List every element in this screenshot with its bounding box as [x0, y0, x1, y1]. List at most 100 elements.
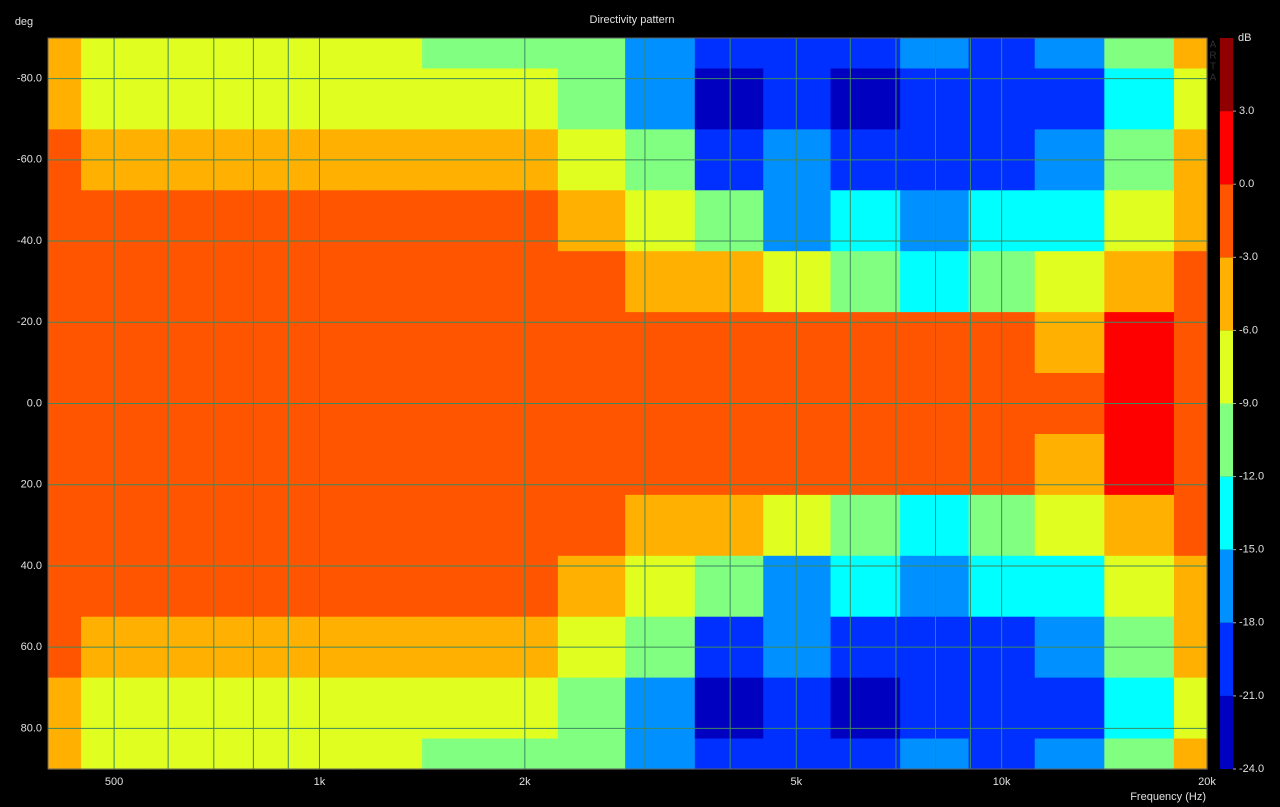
heat-cell [763, 312, 832, 374]
heat-cell [422, 190, 493, 252]
heat-cell [694, 251, 764, 313]
heat-cell [625, 555, 696, 618]
heat-cell [625, 38, 696, 70]
colorbar-tick-label: -3.0 [1239, 251, 1258, 263]
heat-cell [148, 494, 219, 557]
heat-cell [217, 190, 288, 252]
heat-cell [625, 251, 696, 313]
heat-cell [1173, 677, 1208, 740]
heat-cell [763, 738, 832, 770]
colorbar-band [1220, 695, 1233, 769]
heat-cell [830, 677, 901, 740]
heat-cell [352, 555, 423, 618]
heat-cell [830, 190, 901, 252]
heat-cell [694, 68, 764, 130]
y-tick-label: 60.0 [21, 641, 42, 653]
heat-cell [352, 38, 423, 70]
heat-cell [830, 68, 901, 130]
heat-cell [900, 677, 970, 740]
heat-cell [1173, 555, 1208, 618]
heat-cell [422, 38, 493, 70]
heat-cell [81, 190, 149, 252]
heat-cell [830, 251, 901, 313]
heat-cell [1173, 190, 1208, 252]
heat-cell [217, 312, 288, 374]
x-axis-label: Frequency (Hz) [1130, 791, 1206, 803]
colorbar-band [1220, 476, 1233, 550]
heat-cell [148, 190, 219, 252]
heat-cell [694, 312, 764, 374]
colorbar-band [1220, 549, 1233, 623]
heat-cell [900, 38, 970, 70]
heat-cell [48, 68, 82, 130]
heat-cell [217, 38, 288, 70]
heat-cell [81, 312, 149, 374]
heat-cell [694, 38, 764, 70]
heat-cell [1034, 433, 1105, 496]
heat-cell [557, 312, 626, 374]
heat-cell [1173, 738, 1208, 770]
heat-cell [1034, 494, 1105, 557]
heat-cell [48, 190, 82, 252]
heat-cell [352, 190, 423, 252]
heat-cell [1034, 738, 1105, 770]
heat-cell [217, 494, 288, 557]
colorbar-band [1220, 257, 1233, 331]
colorbar-label: dB [1238, 32, 1251, 44]
heat-cell [81, 555, 149, 618]
heat-cell [148, 251, 219, 313]
heat-cell [625, 190, 696, 252]
heat-cell [1034, 38, 1105, 70]
heat-cell [557, 190, 626, 252]
heat-cell [557, 433, 626, 496]
heat-cell [1104, 433, 1175, 496]
heat-cell [217, 555, 288, 618]
colorbar-tick-label: -18.0 [1239, 617, 1264, 629]
heat-cell [1173, 38, 1208, 70]
heat-cell [81, 494, 149, 557]
heat-cell [900, 494, 970, 557]
heat-cell [557, 677, 626, 740]
watermark: R [1209, 51, 1216, 62]
heat-cell [1173, 312, 1208, 374]
heat-cell [694, 555, 764, 618]
heat-cell [422, 433, 493, 496]
y-tick-label: -40.0 [17, 235, 42, 247]
overlay [47, 37, 1208, 770]
x-tick-label: 1k [314, 776, 326, 788]
heat-cell [557, 38, 626, 70]
heat-cell [1104, 738, 1175, 770]
heat-cell [1173, 251, 1208, 313]
heat-cell [625, 433, 696, 496]
heat-cell [1173, 494, 1208, 557]
y-tick-label: 0.0 [27, 397, 42, 409]
heat-cell [217, 251, 288, 313]
heat-cell [1034, 555, 1105, 618]
colorbar-band [1220, 330, 1233, 404]
x-tick-label: 10k [993, 776, 1011, 788]
chart-title: Directivity pattern [590, 14, 675, 26]
heat-cell [1104, 555, 1175, 618]
heat-cell [148, 433, 219, 496]
heat-cell [422, 738, 493, 770]
heat-cell [900, 738, 970, 770]
heat-cell [352, 738, 423, 770]
heat-cell [763, 494, 832, 557]
colorbar-band [1220, 111, 1233, 185]
heat-cell [81, 38, 149, 70]
heat-cell [217, 677, 288, 740]
heat-cell [625, 68, 696, 130]
colorbar-band [1220, 403, 1233, 477]
heat-cell [1104, 251, 1175, 313]
heat-cell [830, 312, 901, 374]
heat-cell [900, 433, 970, 496]
heat-cell [625, 738, 696, 770]
colorbar-band [1220, 622, 1233, 696]
heat-cell [694, 190, 764, 252]
heat-cell [625, 312, 696, 374]
heat-cell [48, 677, 82, 740]
heat-cell [1034, 68, 1105, 130]
heat-cell [830, 494, 901, 557]
heat-cell [422, 68, 493, 130]
